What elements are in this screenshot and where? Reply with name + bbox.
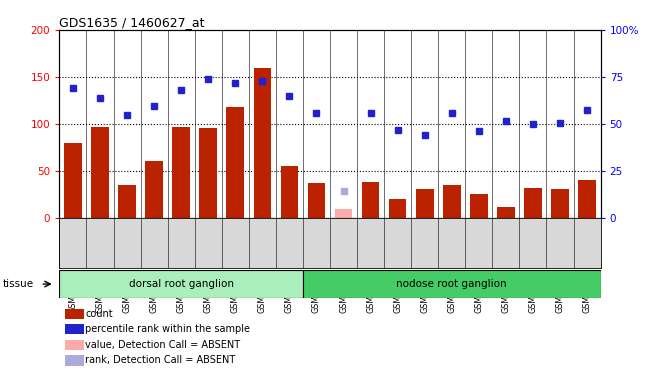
Bar — [65, 340, 84, 350]
Bar — [443, 185, 461, 218]
Text: rank, Detection Call = ABSENT: rank, Detection Call = ABSENT — [85, 356, 236, 366]
Bar — [524, 188, 542, 218]
Bar — [253, 68, 271, 218]
Bar — [145, 161, 163, 218]
Bar — [470, 194, 488, 217]
Bar — [303, 270, 601, 298]
Bar — [59, 270, 303, 298]
Bar — [172, 127, 190, 218]
Bar — [226, 107, 244, 218]
Bar — [64, 142, 82, 218]
Bar — [308, 183, 325, 218]
Bar — [118, 185, 136, 218]
Text: value, Detection Call = ABSENT: value, Detection Call = ABSENT — [85, 340, 240, 350]
Text: tissue: tissue — [3, 279, 34, 289]
Bar — [497, 207, 515, 218]
Bar — [65, 356, 84, 366]
Bar — [578, 180, 596, 218]
Text: percentile rank within the sample: percentile rank within the sample — [85, 324, 250, 334]
Bar — [280, 166, 298, 218]
Text: nodose root ganglion: nodose root ganglion — [397, 279, 507, 289]
Bar — [551, 189, 569, 217]
Bar — [389, 199, 407, 217]
Text: count: count — [85, 309, 113, 319]
Text: GDS1635 / 1460627_at: GDS1635 / 1460627_at — [59, 16, 205, 29]
Bar — [335, 209, 352, 218]
Bar — [65, 324, 84, 334]
Bar — [199, 128, 217, 217]
Bar — [65, 309, 84, 319]
Text: dorsal root ganglion: dorsal root ganglion — [129, 279, 234, 289]
Bar — [416, 189, 434, 217]
Bar — [362, 182, 379, 218]
Bar — [91, 127, 109, 218]
